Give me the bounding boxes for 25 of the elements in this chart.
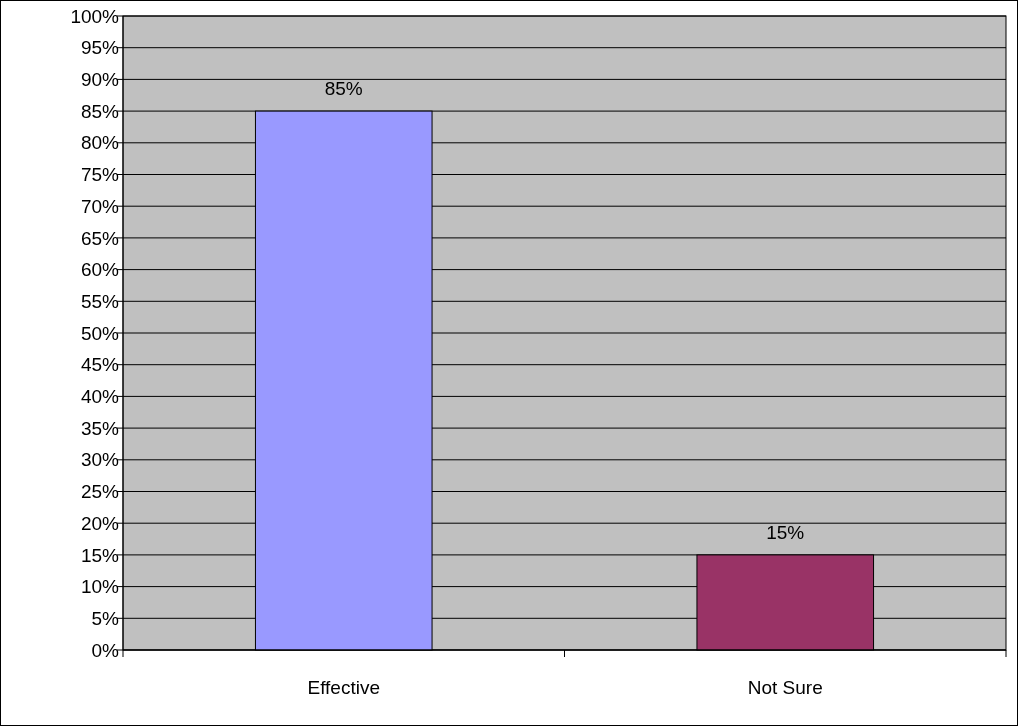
y-tick-label: 25% [80, 481, 120, 503]
y-tick-label: 0% [91, 639, 120, 661]
y-tick-label: 15% [80, 544, 120, 566]
y-tick-label: 20% [80, 512, 120, 534]
y-tick-label: 30% [80, 449, 120, 471]
y-tick-label: 60% [80, 259, 120, 281]
data-label: 85% [324, 78, 363, 100]
y-tick-label: 80% [80, 132, 120, 154]
y-tick-label: 65% [80, 227, 120, 249]
x-tick-label: Effective [307, 677, 381, 698]
y-tick-label: 5% [91, 607, 120, 629]
x-tick-label: Not Sure [747, 677, 823, 698]
y-tick-label: 70% [80, 195, 120, 217]
y-tick-label: 90% [80, 69, 120, 91]
y-tick-label: 40% [80, 386, 120, 408]
y-tick-label: 35% [80, 417, 120, 439]
y-tick-label: 50% [80, 322, 120, 344]
y-tick-label: 85% [80, 100, 120, 122]
y-tick-label: 75% [80, 164, 120, 186]
y-tick-label: 10% [80, 576, 120, 598]
y-tick-label: 55% [80, 290, 120, 312]
y-tick-label: 95% [80, 37, 120, 59]
y-tick-label: 45% [80, 354, 120, 376]
data-label: 15% [766, 521, 805, 543]
y-tick-label: 100% [70, 5, 120, 27]
